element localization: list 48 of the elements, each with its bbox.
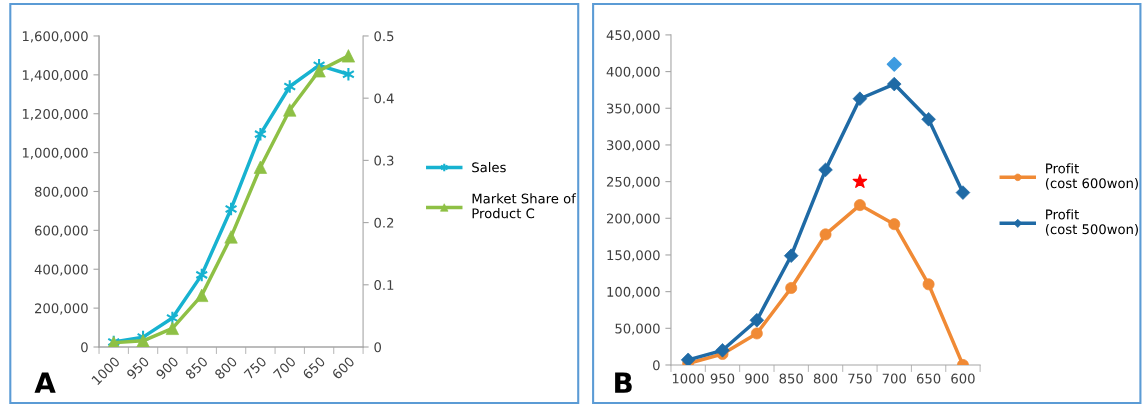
x-tick-label: 800 [813, 373, 838, 384]
text: A [34, 372, 56, 393]
y-tick-label: 200,000 [35, 303, 88, 315]
y-tick-label: 0 [81, 342, 88, 353]
x-tick-label: 700 [882, 373, 906, 384]
x-tick-label: 900 [745, 373, 769, 384]
x-tick-label: 700 [272, 356, 297, 380]
x-tick-label: 600 [331, 356, 356, 380]
x-tick-label: 900 [155, 356, 179, 380]
y-tick-label: 150,000 [607, 250, 660, 262]
y-tick-label: 350,000 [607, 103, 660, 115]
y-tick-label: 600,000 [34, 225, 88, 237]
y2-tick-label: 0.4 [374, 93, 394, 104]
y-tick-label: 1,000,000 [22, 147, 88, 160]
x-tick-label: 1000 [672, 373, 705, 384]
x-tick-label: 650 [916, 373, 941, 384]
y-tick-label: 100,000 [607, 286, 660, 299]
y-tick-label: 1,200,000 [22, 108, 88, 121]
legend-label: Sales [472, 162, 506, 173]
x-tick-label: 850 [184, 356, 209, 380]
y-tick-label: 450,000 [606, 30, 660, 42]
x-tick-label: 950 [710, 373, 735, 384]
y-tick-label: 800,000 [34, 186, 88, 199]
y-tick-label: 0 [653, 360, 660, 371]
legend-label: Profit (cost 500won) [1045, 209, 1138, 236]
y2-tick-label: 0.3 [374, 155, 394, 166]
x-tick-label: 600 [951, 373, 975, 384]
x-tick-label: 850 [779, 373, 803, 384]
y-tick-label: 1,400,000 [22, 70, 88, 82]
y2-tick-label: 0.2 [374, 217, 394, 228]
y-tick-label: 50,000 [615, 323, 660, 335]
text: B [615, 372, 632, 393]
y2-tick-label: 0.1 [374, 280, 394, 290]
legend-label: Market Share of Product C [472, 193, 577, 219]
y-tick-label: 300,000 [607, 140, 660, 152]
y2-tick-label: 0 [374, 342, 382, 353]
x-tick-label: 750 [848, 373, 872, 384]
y-tick-label: 400,000 [606, 66, 660, 79]
x-tick-label: 750 [243, 356, 267, 380]
legend-label: Profit (cost 600won) [1045, 163, 1138, 190]
y2-tick-label: 0.5 [374, 31, 394, 42]
y-tick-label: 1,600,000 [22, 31, 88, 43]
y-tick-label: 400,000 [34, 264, 88, 276]
x-tick-label: 800 [214, 356, 238, 380]
y-tick-label: 200,000 [606, 213, 660, 225]
y-tick-label: 250,000 [606, 176, 660, 189]
x-tick-label: 650 [302, 356, 326, 380]
x-tick-label: 950 [125, 356, 150, 380]
